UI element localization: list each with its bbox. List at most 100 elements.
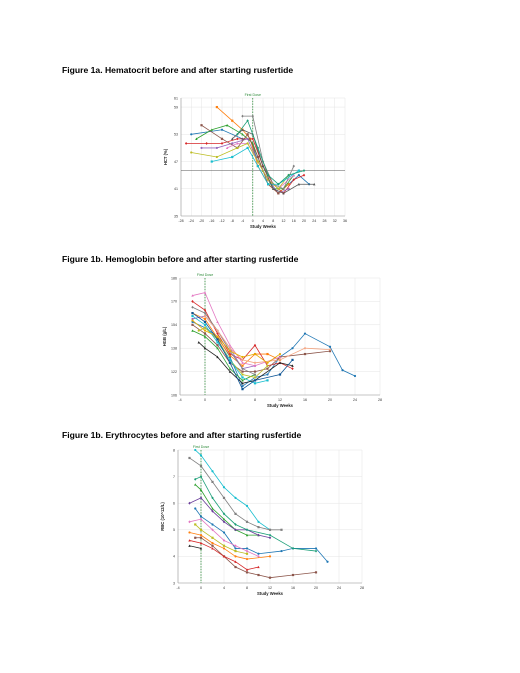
data-point	[199, 488, 203, 491]
series-line	[198, 342, 293, 384]
data-point	[297, 182, 301, 186]
data-point	[222, 512, 226, 516]
data-point	[211, 509, 214, 513]
series-line	[192, 312, 281, 367]
series-3	[184, 137, 306, 195]
data-point	[216, 341, 219, 344]
data-point	[266, 379, 269, 382]
data-point	[203, 320, 207, 323]
x-tick-label: 24	[353, 398, 357, 402]
data-point	[328, 348, 332, 352]
series-6	[188, 539, 260, 571]
data-point	[199, 464, 203, 468]
series-line	[195, 537, 317, 579]
data-point	[200, 124, 203, 127]
data-point	[203, 332, 207, 335]
data-point	[292, 164, 295, 168]
data-point	[257, 552, 260, 555]
series-line	[192, 312, 293, 390]
data-point	[203, 291, 207, 294]
data-point	[228, 367, 232, 370]
data-point	[277, 192, 280, 195]
data-point	[211, 523, 214, 526]
data-point	[191, 329, 194, 332]
series-4	[194, 507, 329, 563]
data-point	[245, 552, 249, 555]
data-point	[211, 544, 214, 547]
data-point	[241, 373, 244, 376]
series-line	[189, 545, 202, 549]
data-point	[190, 151, 193, 154]
data-point	[328, 350, 332, 353]
data-point	[257, 533, 260, 537]
data-point	[210, 128, 213, 131]
y-tick-label: 186	[171, 276, 177, 280]
data-point	[222, 486, 226, 489]
data-point	[194, 507, 197, 510]
data-point	[256, 155, 259, 159]
series-6	[191, 291, 282, 367]
data-point	[277, 187, 280, 190]
data-point	[241, 361, 244, 364]
data-point	[216, 346, 219, 350]
data-point	[278, 358, 282, 362]
data-point	[268, 528, 272, 531]
x-tick-label: 16	[303, 398, 307, 402]
x-tick-label: 20	[302, 219, 306, 223]
y-axis-label: HCT (%)	[163, 148, 168, 165]
data-point	[303, 332, 307, 335]
data-point	[291, 573, 295, 577]
data-point	[253, 379, 257, 382]
data-point	[353, 374, 357, 378]
data-point	[246, 142, 249, 145]
data-point	[341, 369, 344, 372]
data-point	[234, 555, 237, 558]
first-dose-label: First Dose	[193, 445, 209, 449]
data-point	[236, 142, 239, 145]
data-point	[251, 137, 254, 141]
data-point	[328, 345, 332, 348]
data-point	[191, 305, 194, 309]
x-tick-label: 12	[278, 398, 282, 402]
data-point	[211, 480, 214, 484]
series-11	[236, 119, 306, 186]
series-0	[194, 448, 272, 531]
series-11	[194, 475, 318, 553]
data-point	[222, 517, 226, 521]
data-point	[191, 323, 194, 326]
data-point	[268, 555, 272, 558]
data-point	[266, 364, 269, 367]
figure-1b-erythrocytes-title: Figure 1b. Erythrocytes before and after…	[62, 430, 302, 440]
series-line	[201, 124, 279, 194]
data-point	[199, 496, 203, 500]
data-point	[200, 146, 203, 150]
data-point	[222, 547, 226, 550]
data-point	[222, 531, 226, 534]
x-tick-label: 8	[246, 586, 248, 590]
y-axis-label: HGB (g/L)	[162, 326, 167, 346]
data-point	[194, 477, 197, 481]
data-point	[216, 338, 219, 341]
data-point	[234, 549, 237, 553]
data-point	[303, 346, 307, 350]
data-point	[225, 146, 229, 150]
hemoglobin-chart: -4 0 4 8 12 16 20 24 28 106 122 138 154 170 186 Study W…	[162, 273, 382, 408]
data-point	[199, 547, 203, 550]
data-point	[241, 114, 244, 118]
data-point	[241, 128, 244, 131]
data-point	[257, 565, 260, 569]
x-tick-label: 16	[291, 586, 295, 590]
y-axis-label: RBC (10^12/L)	[160, 502, 165, 531]
data-point	[216, 355, 219, 359]
data-point	[191, 314, 194, 318]
data-point	[194, 483, 197, 486]
series-line	[196, 124, 295, 190]
data-point	[278, 361, 282, 364]
x-tick-label: -4	[176, 586, 179, 590]
data-point	[205, 141, 208, 145]
y-tick-label: 7	[173, 475, 175, 479]
data-point	[216, 335, 219, 338]
x-tick-label: 0	[200, 586, 202, 590]
x-tick-label: 0	[252, 219, 254, 223]
data-point	[287, 183, 290, 186]
